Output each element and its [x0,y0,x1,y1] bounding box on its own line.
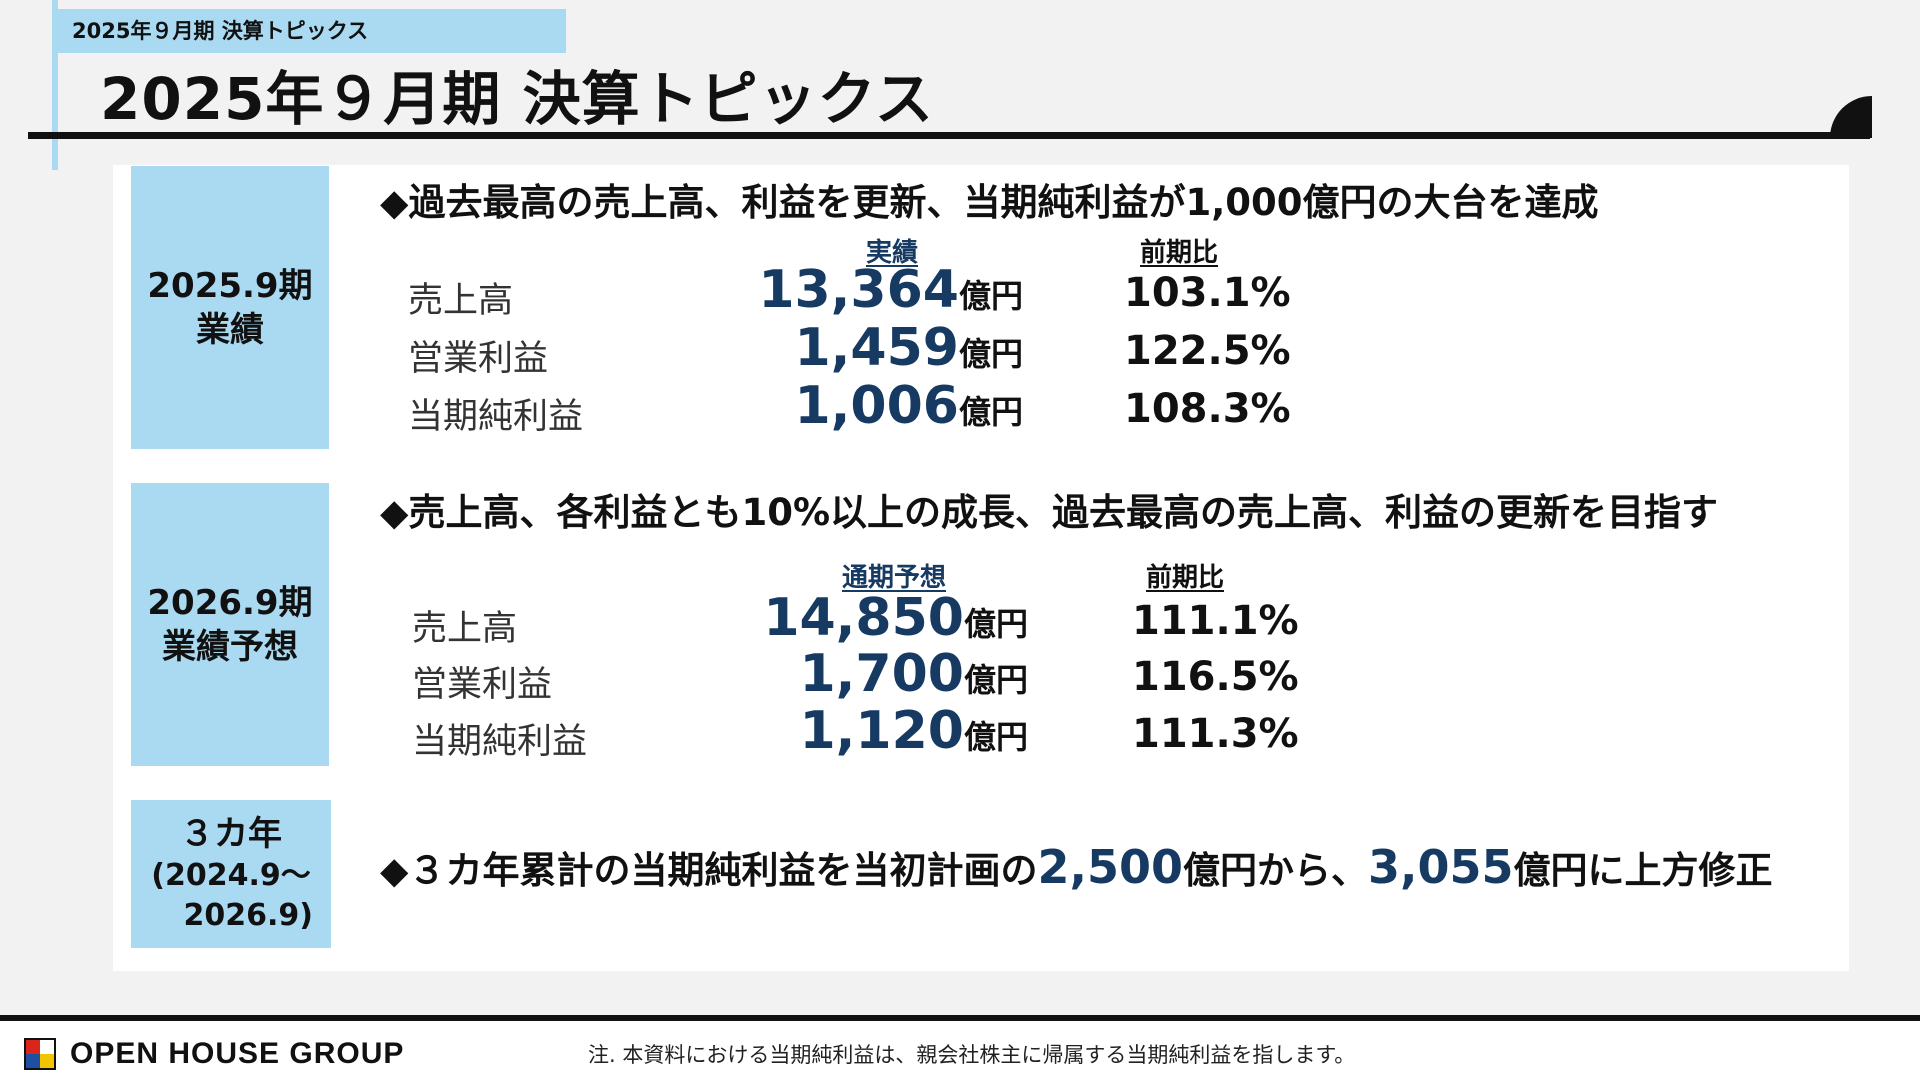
forecast-row-ratio-net: 111.3% [1132,711,1299,757]
three-year-label-title: ３カ年 [180,814,282,854]
forecast-row-value-operating: 1,700億円 [799,644,1029,704]
forecast-label-title: 業績予想 [162,626,298,667]
results-row-label-operating: 営業利益 [408,339,549,379]
company-logo: OPEN HOUSE GROUP [24,1037,404,1071]
title-corner-tab [1830,96,1872,138]
results-label-period: 2025.9期 [147,265,313,306]
logo-mark-icon [24,1038,56,1070]
page-title: 2025年９月期 決算トピックス [100,65,934,133]
results-col-actual: 実績 [866,238,919,268]
three-year-label-box: ３カ年 (2024.9～ 2026.9) [131,800,331,948]
results-row-ratio-sales: 103.1% [1124,270,1291,316]
initial-plan-number: 2,500 [1037,840,1183,894]
forecast-label-box: 2026.9期 業績予想 [131,483,329,766]
forecast-row-ratio-operating: 116.5% [1132,654,1299,700]
footer: OPEN HOUSE GROUP 注. 本資料における当期純利益は、親会社株主に… [0,1021,1920,1080]
results-row-value-operating: 1,459億円 [794,318,1024,378]
title-underline [28,132,1870,139]
results-label-box: 2025.9期 業績 [131,166,329,449]
forecast-col-plan: 通期予想 [842,563,947,593]
logo-text: OPEN HOUSE GROUP [70,1037,405,1070]
header-accent-line [52,0,58,170]
forecast-row-label-net: 当期純利益 [412,722,588,762]
forecast-col-yoy: 前期比 [1146,563,1225,593]
footnote: 注. 本資料における当期純利益は、親会社株主に帰属する当期純利益を指します。 [588,1043,1356,1067]
results-row-ratio-operating: 122.5% [1124,328,1291,374]
forecast-row-value-net: 1,120億円 [799,701,1029,761]
forecast-row-label-operating: 営業利益 [412,665,553,705]
forecast-label-period: 2026.9期 [147,582,313,623]
footer-rule [0,1015,1920,1021]
content-panel [113,165,1849,971]
three-year-label-range-end: 2026.9) [183,898,313,933]
forecast-row-value-sales: 14,850億円 [763,588,1028,648]
results-label-title: 業績 [196,309,264,350]
results-row-label-net: 当期純利益 [408,397,584,437]
results-row-ratio-net: 108.3% [1124,386,1291,432]
results-row-label-sales: 売上高 [408,281,514,321]
three-year-label-range-start: (2024.9～ [151,858,311,893]
revised-plan-number: 3,055 [1367,840,1514,894]
forecast-row-label-sales: 売上高 [412,609,518,649]
forecast-row-ratio-sales: 111.1% [1132,598,1299,644]
results-row-value-net: 1,006億円 [794,376,1024,436]
breadcrumb: 2025年９月期 決算トピックス [56,9,566,53]
results-col-yoy: 前期比 [1140,238,1219,268]
forecast-headline: ◆売上高、各利益とも10%以上の成長、過去最高の売上高、利益の更新を目指す [380,491,1719,534]
results-headline: ◆過去最高の売上高、利益を更新、当期純利益が1,000億円の大台を達成 [380,181,1599,224]
three-year-headline: ◆３カ年累計の当期純利益を当初計画の2,500億円から、3,055億円に上方修正 [380,840,1773,894]
results-row-value-sales: 13,364億円 [758,260,1023,320]
